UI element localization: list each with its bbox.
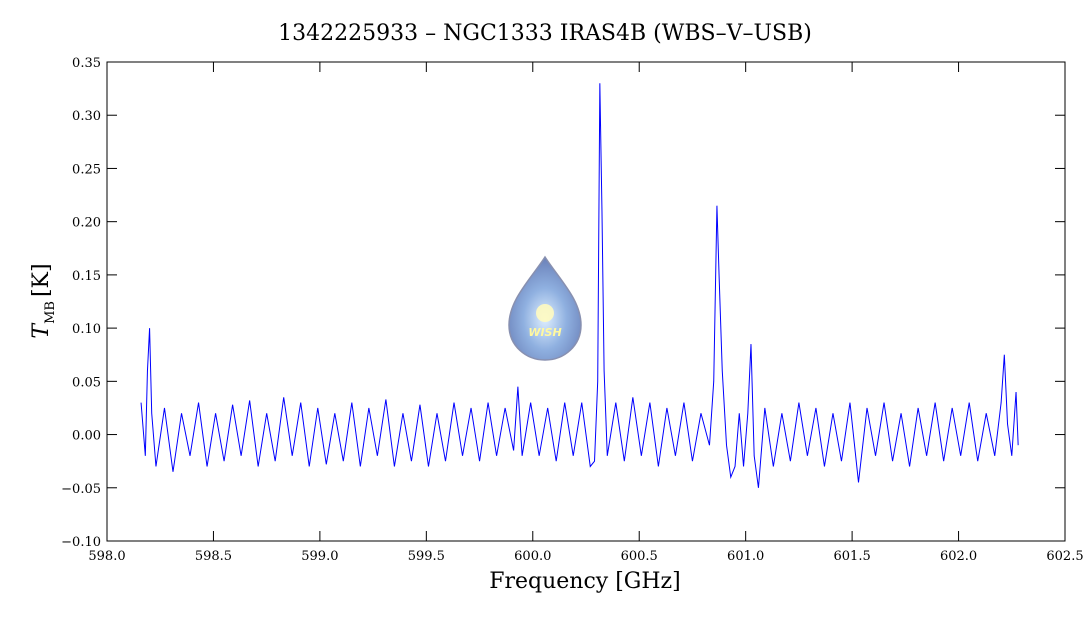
x-tick-label: 602.5 <box>1046 549 1083 564</box>
y-label-subscript: MB <box>43 301 58 324</box>
y-label-symbol: T <box>29 322 54 339</box>
x-tick-label: 599.5 <box>408 549 445 564</box>
y-tick-label: 0.00 <box>72 429 101 444</box>
chart-title: 1342225933 – NGC1333 IRAS4B (WBS–V–USB) <box>278 21 812 46</box>
y-tick-label: −0.05 <box>61 482 101 497</box>
wish-logo: WISH <box>508 255 582 361</box>
x-tick-label: 599.0 <box>301 549 338 564</box>
y-tick-label: 0.20 <box>72 216 101 231</box>
x-tick-label: 601.0 <box>727 549 764 564</box>
x-tick-label: 600.5 <box>621 549 658 564</box>
y-label-unit: [K] <box>29 263 54 297</box>
x-axis-label: Frequency [GHz] <box>489 569 681 594</box>
logo-star <box>536 304 554 322</box>
x-tick-label: 598.0 <box>88 549 125 564</box>
y-tick-label: 0.10 <box>72 322 101 337</box>
y-tick-label: −0.10 <box>61 535 101 550</box>
y-tick-label: 0.35 <box>72 56 101 71</box>
x-tick-label: 600.0 <box>514 549 551 564</box>
y-axis-label: TMB [K] <box>29 263 58 338</box>
spectrum-line <box>140 83 1019 488</box>
y-tick-label: 0.05 <box>72 375 101 390</box>
y-tick-label: 0.30 <box>72 109 101 124</box>
y-tick-label: 0.25 <box>72 162 101 177</box>
x-tick-label: 598.5 <box>195 549 232 564</box>
x-tick-label: 601.5 <box>834 549 871 564</box>
x-tick-label: 602.0 <box>940 549 977 564</box>
logo-text: WISH <box>528 326 561 339</box>
plot-frame <box>106 61 1066 542</box>
y-tick-label: 0.15 <box>72 269 101 284</box>
